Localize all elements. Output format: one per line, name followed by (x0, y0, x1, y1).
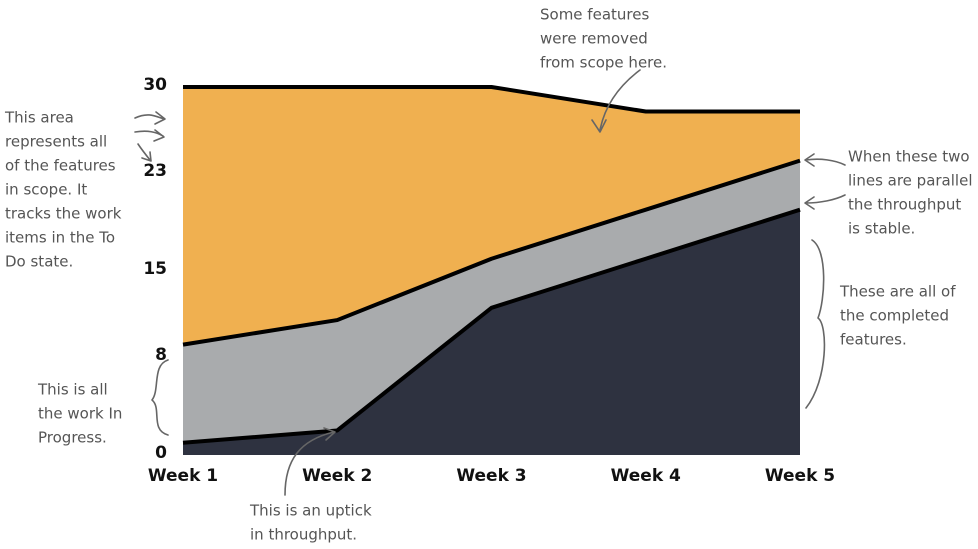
annotation: items in the To (5, 229, 115, 247)
annotation: is stable. (848, 220, 915, 238)
annotation: This area (4, 109, 74, 127)
y-tick-label: 15 (143, 259, 167, 279)
annotation-arrows (134, 69, 846, 496)
annotation: These are all of (839, 283, 956, 301)
x-tick-label: Week 3 (456, 466, 526, 486)
plot: 0 8 15 23 30 Week 1 Week 2 Week 3 Week 4 Week 5 So… (4, 6, 972, 544)
annotation: lines are parallel (848, 172, 972, 190)
annotation: the completed (840, 307, 949, 325)
annotation: from scope here. (540, 54, 667, 72)
arrow (804, 153, 846, 167)
x-tick-label: Week 5 (765, 466, 835, 486)
annotation: tracks the work (5, 205, 122, 223)
x-tick-label: Week 4 (611, 466, 681, 486)
area (183, 87, 800, 345)
arrow (137, 143, 152, 162)
boundary-line (182, 207, 801, 445)
annotation: were removed (540, 30, 648, 48)
y-tick-label: 8 (155, 345, 167, 365)
brace (151, 359, 169, 436)
boundary-line (182, 158, 801, 347)
arrow (804, 194, 846, 210)
area (183, 209, 800, 455)
y-tick-label: 23 (143, 161, 167, 181)
area (183, 160, 800, 443)
annotation: When these two (848, 148, 970, 166)
boundary-line (183, 85, 800, 114)
annotation: of the features (5, 157, 116, 175)
annotation: in scope. It (5, 181, 87, 199)
annotation: Some features (540, 6, 649, 24)
x-tick-label: Week 2 (302, 466, 372, 486)
annotation: This is an uptick (249, 502, 372, 520)
annotation: Do state. (5, 253, 73, 271)
arrow (134, 111, 166, 125)
x-tick-label: Week 1 (148, 466, 218, 486)
y-tick-label: 0 (155, 443, 167, 463)
arrow (284, 427, 336, 496)
annotation: This is all (37, 381, 108, 399)
annotation: the work In (38, 405, 122, 423)
y-tick-label: 30 (143, 75, 167, 95)
arrow (591, 69, 641, 133)
annotation: represents all (5, 133, 107, 151)
brace (805, 239, 826, 409)
annotation: in throughput. (250, 526, 357, 544)
annotation: Progress. (38, 429, 107, 447)
arrow (134, 129, 165, 142)
annotation: features. (840, 331, 907, 349)
annotation: the throughput (848, 196, 961, 214)
